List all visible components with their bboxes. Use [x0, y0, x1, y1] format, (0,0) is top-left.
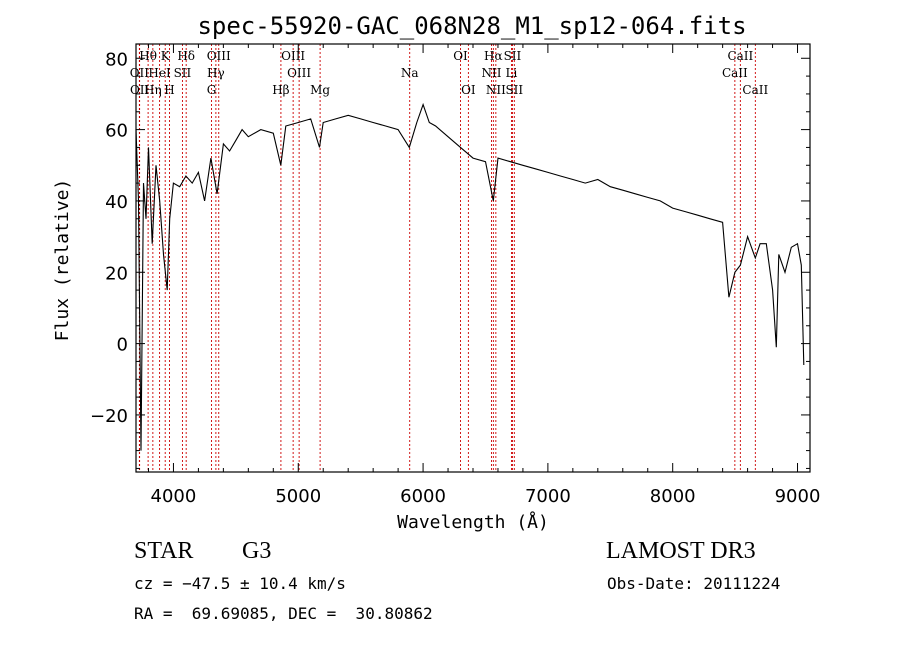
chart-title: spec-55920-GAC_068N28_M1_sp12-064.fits [197, 12, 746, 40]
y-tick-label: 40 [105, 192, 128, 213]
survey-name: LAMOST DR3 [606, 538, 756, 564]
y-tick-label: 20 [105, 263, 128, 284]
sky-coordinates: RA = 69.69085, DEC = 30.80862 [134, 604, 433, 623]
spectral-line-label: NII [486, 83, 506, 97]
spectral-line-label: OIII [287, 66, 311, 80]
spectral-line-label: OI [461, 83, 476, 97]
spectral-line-label: SII [505, 83, 523, 97]
spectral-line-label: NII [481, 66, 501, 80]
spectral-line-label: Mg [310, 83, 330, 97]
spectral-line-label: Hβ [272, 83, 289, 97]
spectral-line-label: Li [506, 66, 518, 80]
spectral-line-label: H [164, 83, 174, 97]
spectral-line-label: CaII [722, 66, 748, 80]
spectral-line-label: OIII [207, 49, 231, 63]
spectral-line-label: SII [174, 66, 192, 80]
spectral-line-label: OII [130, 66, 150, 80]
y-axis-ticks: −20 0 20 40 60 80 [90, 49, 810, 469]
y-tick-label: −20 [90, 406, 128, 427]
spectral-line-label: Hη [144, 83, 162, 97]
spectral-line-label: Na [401, 66, 419, 80]
spectral-line-label: HeI [148, 66, 171, 80]
spectral-line-label: Hδ [177, 49, 195, 63]
x-axis-title: Wavelength (Å) [397, 511, 549, 533]
spectral-line-label: Hα [484, 49, 503, 63]
observation-date: Obs-Date: 20111224 [607, 574, 781, 593]
plot-frame [135, 43, 811, 473]
spectral-line-label: Hγ [207, 66, 225, 80]
x-tick-label: 4000 [151, 486, 197, 507]
y-tick-label: 60 [105, 121, 128, 142]
y-tick-label: 0 [117, 335, 128, 356]
spectral-line-label: Hθ [139, 49, 157, 63]
x-tick-label: 7000 [525, 486, 571, 507]
spectral-line-label: OIII [281, 49, 305, 63]
spectral-line-label: OII [130, 83, 150, 97]
x-tick-label: 6000 [400, 486, 446, 507]
x-tick-label: 8000 [650, 486, 696, 507]
x-tick-label: 9000 [775, 486, 821, 507]
spectral-line-label: G [207, 83, 217, 97]
spectral-line-label: OI [453, 49, 468, 63]
y-tick-label: 80 [105, 49, 128, 70]
spectral-line-label: CaII [742, 83, 768, 97]
spectral-line-markers [138, 44, 756, 472]
spectral-line-label: CaII [727, 49, 753, 63]
flux-series-line [135, 102, 805, 451]
redshift-velocity: cz = −47.5 ± 10.4 km/s [134, 574, 346, 593]
object-subclass: G3 [242, 538, 272, 564]
y-axis-title: Flux (relative) [52, 179, 73, 342]
object-class: STAR [134, 538, 194, 564]
x-tick-label: 5000 [275, 486, 321, 507]
spectral-line-label: SII [504, 49, 522, 63]
x-axis-ticks: 4000 5000 6000 7000 8000 9000 [147, 44, 821, 507]
spectral-line-label: K [161, 49, 171, 63]
